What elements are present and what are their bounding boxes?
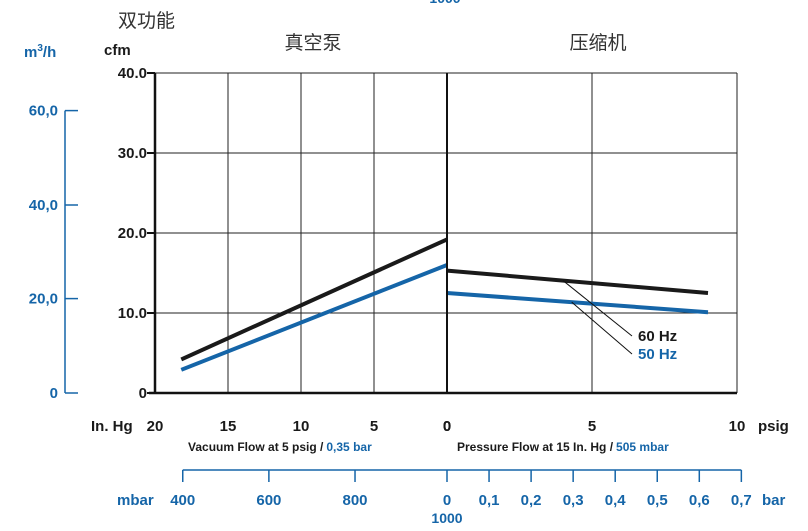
bar-unit-label: bar [762,492,786,509]
inhg-tick-label: 15 [220,418,237,435]
tick-labels: 0 10.0 20.0 30.0 40.0 0 20,0 40,0 60,0 20 15 10 5 0 0 5… [29,65,752,526]
mbar-tick-label: 800 [343,492,368,509]
leader-line-50hz [571,301,633,355]
psig-tick-label: 0 [443,418,451,435]
legend-label-60hz: 60 Hz [638,328,677,345]
m3h-tick-label: 60,0 [29,103,58,120]
legend-label-50hz: 50 Hz [638,346,677,363]
inhg-tick-label: 0 [443,418,451,435]
mbar-zero-label: 0 [443,492,451,509]
mbar-zero-sublabel: 1000 [431,510,462,526]
m3h-tick-label: 20,0 [29,291,58,308]
psig-unit-label: psig [758,418,789,435]
mbar-tick-label: 400 [170,492,195,509]
pressure-flow-subtitle: Pressure Flow at 15 In. Hg /505 mbar [457,440,669,454]
psig-tick-label: 5 [588,418,596,435]
cfm-tick-label: 20.0 [118,225,147,242]
compressor-label: 压缩机 [569,32,626,54]
cfm-tick-label: 0 [139,385,147,402]
bar-tick-label: 0,5 [647,492,668,509]
bar-tick-label: 0,6 [689,492,710,509]
vacuum-flow-subtitle: Vacuum Flow at 5 psig /0,35 bar [188,440,372,454]
vacuum-pump-label: 真空泵 [284,32,341,54]
psig-tick-label: 10 [729,418,746,435]
bar-tick-label: 0,3 [563,492,584,509]
cfm-tick-label: 10.0 [118,305,147,322]
inhg-unit-label: In. Hg [91,418,133,435]
series-line-pressure-60hz [446,268,709,295]
bar-tick-label: 0,1 [479,492,500,509]
series-line-vacuum-50hz [180,263,448,372]
bar-tick-label: 0,2 [521,492,542,509]
mbar-unit-label: mbar [117,492,154,509]
bar-tick-label: 0,4 [605,492,627,509]
inhg-tick-label: 10 [293,418,310,435]
m3h-tick-label: 0 [50,385,58,402]
cfm-tick-label: 30.0 [118,145,147,162]
series-line-pressure-50hz [446,291,709,315]
series-line-vacuum-60hz [180,237,448,362]
clipped-top-label: 1000 [429,0,460,6]
inhg-tick-label: 5 [370,418,378,435]
bar-tick-label: 0,7 [731,492,752,509]
leader-line-60hz [562,280,633,337]
m3h-unit-label: m3/h [24,43,56,61]
m3h-tick-label: 40,0 [29,197,58,214]
dual-function-label: 双功能 [118,10,175,32]
inhg-tick-label: 20 [147,418,164,435]
mbar-tick-label: 600 [256,492,281,509]
axes [64,72,743,482]
cfm-unit-label: cfm [104,42,131,59]
cfm-tick-label: 40.0 [118,65,147,82]
